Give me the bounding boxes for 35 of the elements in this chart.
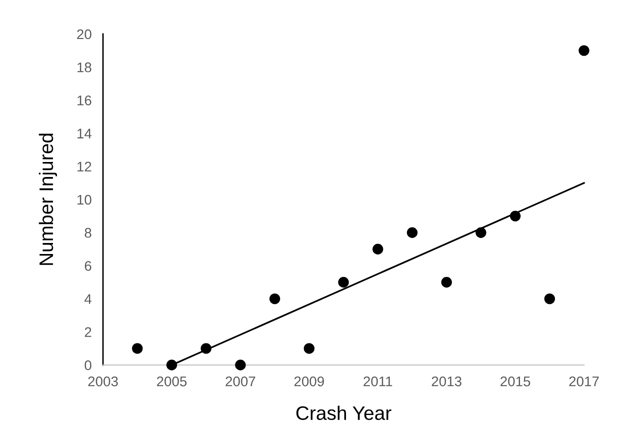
x-axis-title: Crash Year	[296, 406, 392, 420]
point	[510, 210, 521, 222]
y-axis-title: Number Injured	[38, 134, 57, 265]
y-tick-label: 16	[78, 96, 92, 106]
point	[441, 276, 452, 288]
y-tick-label: 0	[84, 360, 92, 370]
x-tick-label: 2015	[500, 376, 530, 386]
point	[338, 276, 349, 288]
point	[578, 45, 590, 56]
point	[132, 343, 143, 354]
point	[269, 293, 280, 304]
y-tick-label: 12	[78, 162, 92, 172]
point	[372, 244, 384, 255]
y-tick-label: 10	[78, 194, 92, 205]
x-tick-label: 2011	[364, 376, 392, 386]
y-tick-label: 4	[84, 294, 92, 304]
x-tick-label: 2009	[294, 376, 324, 386]
x-tick-label: 2007	[226, 376, 256, 386]
point	[304, 343, 314, 354]
x-tick-label: 2003	[88, 376, 118, 386]
point	[166, 360, 178, 370]
y-tick-label: 6	[84, 261, 92, 271]
x-tick-label: 2013	[432, 376, 462, 386]
point	[406, 227, 418, 238]
point	[476, 227, 486, 238]
point	[235, 360, 246, 370]
y-tick-label: 2	[84, 327, 92, 337]
y-tick-label: 8	[84, 228, 92, 238]
y-tick-label: 18	[78, 62, 92, 72]
x-tick-label: 2005	[156, 376, 187, 386]
point	[200, 343, 212, 354]
point	[544, 293, 555, 304]
y-tick-label: 14	[78, 128, 92, 138]
x-tick-label: 2017	[569, 376, 599, 386]
y-tick-label: 20	[77, 29, 92, 40]
